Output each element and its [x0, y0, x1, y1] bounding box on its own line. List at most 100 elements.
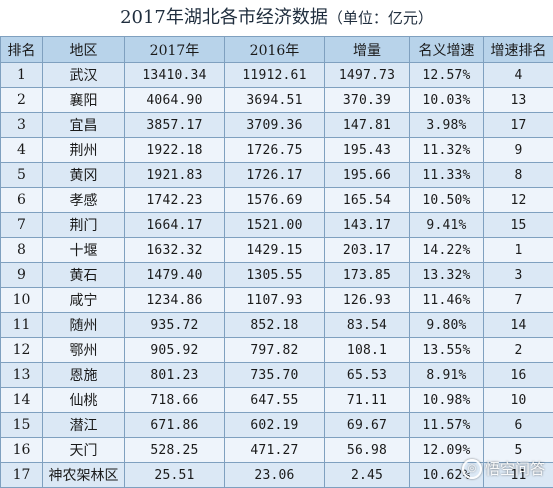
region-cell: 荆州: [43, 138, 125, 163]
increase-cell: 1497.73: [325, 63, 410, 88]
region-cell: 天门: [43, 438, 125, 463]
rank-cell: 13: [1, 363, 43, 388]
growth-rank-cell: 15: [484, 213, 553, 238]
watermark-text: 悟空问答: [485, 458, 545, 479]
rank-cell: 12: [1, 338, 43, 363]
region-cell: 恩施: [43, 363, 125, 388]
header-increase: 增量: [325, 37, 410, 63]
gdp-2017-cell: 935.72: [125, 313, 225, 338]
region-cell: 宜昌: [43, 113, 125, 138]
gdp-2016-cell: 11912.61: [225, 63, 325, 88]
increase-cell: 143.17: [325, 213, 410, 238]
gdp-2017-cell: 1479.40: [125, 263, 225, 288]
region-cell: 鄂州: [43, 338, 125, 363]
increase-cell: 2.45: [325, 463, 410, 488]
rank-cell: 7: [1, 213, 43, 238]
rank-cell: 10: [1, 288, 43, 313]
gdp-2016-cell: 23.06: [225, 463, 325, 488]
gdp-2017-cell: 1742.23: [125, 188, 225, 213]
wukong-logo-icon: ◎: [462, 459, 482, 479]
increase-cell: 195.66: [325, 163, 410, 188]
region-cell: 仙桃: [43, 388, 125, 413]
increase-cell: 370.39: [325, 88, 410, 113]
header-growth-rank: 增速排名: [484, 37, 553, 63]
growth-rank-cell: 1: [484, 238, 553, 263]
growth-rank-cell: 3: [484, 263, 553, 288]
rank-cell: 1: [1, 63, 43, 88]
rank-cell: 2: [1, 88, 43, 113]
rank-cell: 16: [1, 438, 43, 463]
region-cell: 潜江: [43, 413, 125, 438]
rank-cell: 3: [1, 113, 43, 138]
header-2016: 2016年: [225, 37, 325, 63]
growth-rate-cell: 8.91%: [410, 363, 484, 388]
increase-cell: 108.1: [325, 338, 410, 363]
growth-rate-cell: 9.41%: [410, 213, 484, 238]
increase-cell: 165.54: [325, 188, 410, 213]
rank-cell: 4: [1, 138, 43, 163]
increase-cell: 173.85: [325, 263, 410, 288]
title-unit: （单位：亿元）: [328, 9, 433, 27]
growth-rate-cell: 11.46%: [410, 288, 484, 313]
rank-cell: 17: [1, 463, 43, 488]
gdp-2016-cell: 471.27: [225, 438, 325, 463]
rank-cell: 15: [1, 413, 43, 438]
region-cell: 孝感: [43, 188, 125, 213]
growth-rank-cell: 9: [484, 138, 553, 163]
growth-rate-cell: 3.98%: [410, 113, 484, 138]
gdp-2016-cell: 735.70: [225, 363, 325, 388]
growth-rate-cell: 14.22%: [410, 238, 484, 263]
growth-rate-cell: 11.32%: [410, 138, 484, 163]
gdp-2016-cell: 1107.93: [225, 288, 325, 313]
region-cell: 十堰: [43, 238, 125, 263]
growth-rank-cell: 7: [484, 288, 553, 313]
gdp-2017-cell: 905.92: [125, 338, 225, 363]
gdp-2017-cell: 25.51: [125, 463, 225, 488]
gdp-2016-cell: 1521.00: [225, 213, 325, 238]
gdp-2016-cell: 3709.36: [225, 113, 325, 138]
rank-cell: 5: [1, 163, 43, 188]
growth-rank-cell: 16: [484, 363, 553, 388]
gdp-2016-cell: 647.55: [225, 388, 325, 413]
growth-rank-cell: 2: [484, 338, 553, 363]
gdp-2017-cell: 1234.86: [125, 288, 225, 313]
gdp-2016-cell: 1305.55: [225, 263, 325, 288]
gdp-2016-cell: 1576.69: [225, 188, 325, 213]
growth-rank-cell: 4: [484, 63, 553, 88]
growth-rank-cell: 17: [484, 113, 553, 138]
rank-cell: 9: [1, 263, 43, 288]
increase-cell: 71.11: [325, 388, 410, 413]
gdp-2016-cell: 1429.15: [225, 238, 325, 263]
growth-rank-cell: 12: [484, 188, 553, 213]
header-2017: 2017年: [125, 37, 225, 63]
gdp-2017-cell: 13410.34: [125, 63, 225, 88]
gdp-2017-cell: 1632.32: [125, 238, 225, 263]
header-growth-rate: 名义增速: [410, 37, 484, 63]
growth-rate-cell: 11.57%: [410, 413, 484, 438]
gdp-2017-cell: 4064.90: [125, 88, 225, 113]
increase-cell: 147.81: [325, 113, 410, 138]
increase-cell: 69.67: [325, 413, 410, 438]
gdp-2017-cell: 3857.17: [125, 113, 225, 138]
growth-rate-cell: 13.55%: [410, 338, 484, 363]
gdp-2016-cell: 797.82: [225, 338, 325, 363]
growth-rank-cell: 8: [484, 163, 553, 188]
increase-cell: 203.17: [325, 238, 410, 263]
gdp-2016-cell: 3694.51: [225, 88, 325, 113]
gdp-2017-cell: 718.66: [125, 388, 225, 413]
gdp-2017-cell: 1921.83: [125, 163, 225, 188]
